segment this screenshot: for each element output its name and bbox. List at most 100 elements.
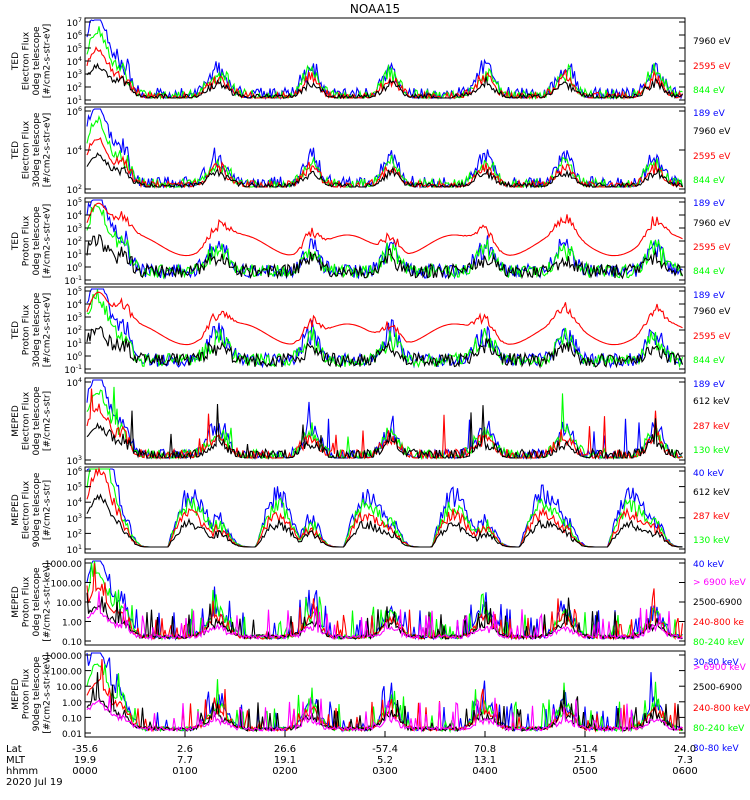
series-red xyxy=(86,202,683,257)
plot-frame xyxy=(84,377,686,465)
footer-value: 0400 xyxy=(472,766,497,777)
footer-value: 0200 xyxy=(272,766,297,777)
legend-entry-blue: 30-80 keV xyxy=(693,744,739,754)
footer-value: 0500 xyxy=(572,766,597,777)
y-tick-label: 1.00 xyxy=(62,699,82,709)
y-tick-label: 10-1 xyxy=(64,364,82,376)
legend-entry-magenta: > 6900 keV xyxy=(693,578,747,588)
y-axis-label-line: Electron Flux xyxy=(22,391,32,450)
y-tick-label: 100 xyxy=(67,351,82,363)
y-tick-label: 102 xyxy=(67,528,82,540)
plot-frame xyxy=(84,197,686,285)
series-red xyxy=(86,388,683,460)
y-tick-label: 105 xyxy=(67,43,82,55)
y-axis-label-line: MEPED xyxy=(11,405,21,437)
y-tick-label: 10.00 xyxy=(56,599,82,609)
y-tick-label: 104 xyxy=(67,56,82,68)
y-tick-label: 104 xyxy=(67,145,82,157)
plot-frame xyxy=(84,466,686,554)
y-axis-label-line: TED xyxy=(11,232,21,251)
y-tick-label: 102 xyxy=(67,184,82,196)
y-tick-label: 104 xyxy=(67,299,82,311)
panel-6: 101 102 103 104 105 106 MEPED Electron Flux 90de… xyxy=(11,466,730,570)
y-axis-label-line: 90deg telescope xyxy=(32,472,42,547)
y-axis-label: TED Electron Flux 0deg telescope [#/cm2-s-s… xyxy=(11,24,53,99)
y-axis-label-line: TED xyxy=(11,321,21,340)
footer-row-label: hhmm xyxy=(6,766,38,777)
y-tick-label: 107 xyxy=(67,17,82,29)
footer-value: 19.1 xyxy=(274,755,296,766)
legend-entry-red: 2595 eV xyxy=(693,152,731,162)
legend-entry-green: 844 eV xyxy=(693,356,726,366)
footer-row-label: Lat xyxy=(6,744,22,755)
footer-row-label: 2020 Jul 19 xyxy=(6,777,63,788)
legend-entry-blue: 189 eV xyxy=(693,199,726,209)
y-axis-label-line: Proton Flux xyxy=(22,668,32,719)
y-axis-label-line: [#/cm2-s-str-eV] xyxy=(43,24,53,99)
y-axis-label: MEPED Electron Flux 0deg telescope [#/cm2-s… xyxy=(11,386,53,456)
y-tick-label: 0.01 xyxy=(62,730,82,740)
y-axis-label-line: [#/cm2-s-str-eV] xyxy=(43,204,53,279)
y-tick-label: 103 xyxy=(67,513,82,525)
y-tick-label: 101 xyxy=(67,338,82,350)
legend-entry-red: 287 keV xyxy=(693,422,730,432)
series-black xyxy=(86,233,684,280)
legend-entry-magenta: > 6900 keV xyxy=(693,663,747,673)
plot-frame xyxy=(84,650,686,738)
legend-entry-black: 7960 eV xyxy=(693,37,731,47)
series-blue xyxy=(86,468,683,548)
y-axis-label-line: Electron Flux xyxy=(22,31,32,90)
footer-value: 19.9 xyxy=(74,755,96,766)
y-tick-label: 102 xyxy=(67,325,82,337)
footer-value: -57.4 xyxy=(372,744,398,755)
y-tick-label: 101 xyxy=(67,544,82,556)
y-tick-label: 104 xyxy=(67,377,82,389)
y-tick-label: 102 xyxy=(67,236,82,248)
y-tick-label: 10.00 xyxy=(56,683,82,693)
legend-entry-blue: 189 eV xyxy=(693,380,726,390)
legend-entry-black: 612 keV xyxy=(693,488,730,498)
y-tick-label: 1000.00 xyxy=(45,652,82,662)
series-black xyxy=(86,672,683,733)
legend-entry-black: 2500-6900 xyxy=(693,598,742,608)
legend-entry-green: 130 keV xyxy=(693,446,730,456)
y-tick-label: 0.10 xyxy=(62,714,82,724)
y-axis-label-line: MEPED xyxy=(11,494,21,526)
footer-value: 24.0 xyxy=(674,744,696,755)
y-axis-label: MEPED Electron Flux 90deg telescope [#/cm2-… xyxy=(11,472,53,547)
legend-entry-blue: 40 keV xyxy=(693,469,725,479)
legend-entry-green: 80-240 keV xyxy=(693,638,745,648)
legend-entry-red: 2595 eV xyxy=(693,62,731,72)
series-magenta xyxy=(86,695,683,734)
y-axis-label-line: [#/cm2-s-str] xyxy=(43,391,53,451)
legend-entry-blue: 40 keV xyxy=(693,560,725,570)
y-axis-label: MEPED Proton Flux 90deg telescope [#/cm2-s-… xyxy=(11,654,53,733)
series-red xyxy=(86,466,683,548)
y-axis-label-line: 0deg telescope xyxy=(32,206,42,276)
series-green xyxy=(86,289,684,369)
legend-entry-red: 2595 eV xyxy=(693,243,731,253)
legend-entry-black: 7960 eV xyxy=(693,307,731,317)
y-tick-label: 105 xyxy=(67,197,82,209)
footer-value: 0600 xyxy=(672,766,697,777)
series-green xyxy=(86,386,683,461)
legend-entry-green: 130 keV xyxy=(693,536,730,546)
legend-entry-green: 844 eV xyxy=(693,86,726,96)
plot-title: NOAA15 xyxy=(350,2,400,16)
y-tick-label: 0.10 xyxy=(62,638,82,648)
y-axis-label-line: [#/cm2-s-str-keV] xyxy=(43,654,53,733)
series-black xyxy=(86,403,683,461)
legend-entry-green: 844 eV xyxy=(693,267,726,277)
legend-entry-black: 7960 eV xyxy=(693,219,731,229)
y-axis-label-line: 0deg telescope xyxy=(32,567,42,637)
y-tick-label: 103 xyxy=(67,223,82,235)
y-axis-label-line: TED xyxy=(11,141,21,160)
series-magenta xyxy=(86,591,683,641)
y-axis-label-line: 0deg telescope xyxy=(32,26,42,96)
footer-value: -35.6 xyxy=(72,744,98,755)
